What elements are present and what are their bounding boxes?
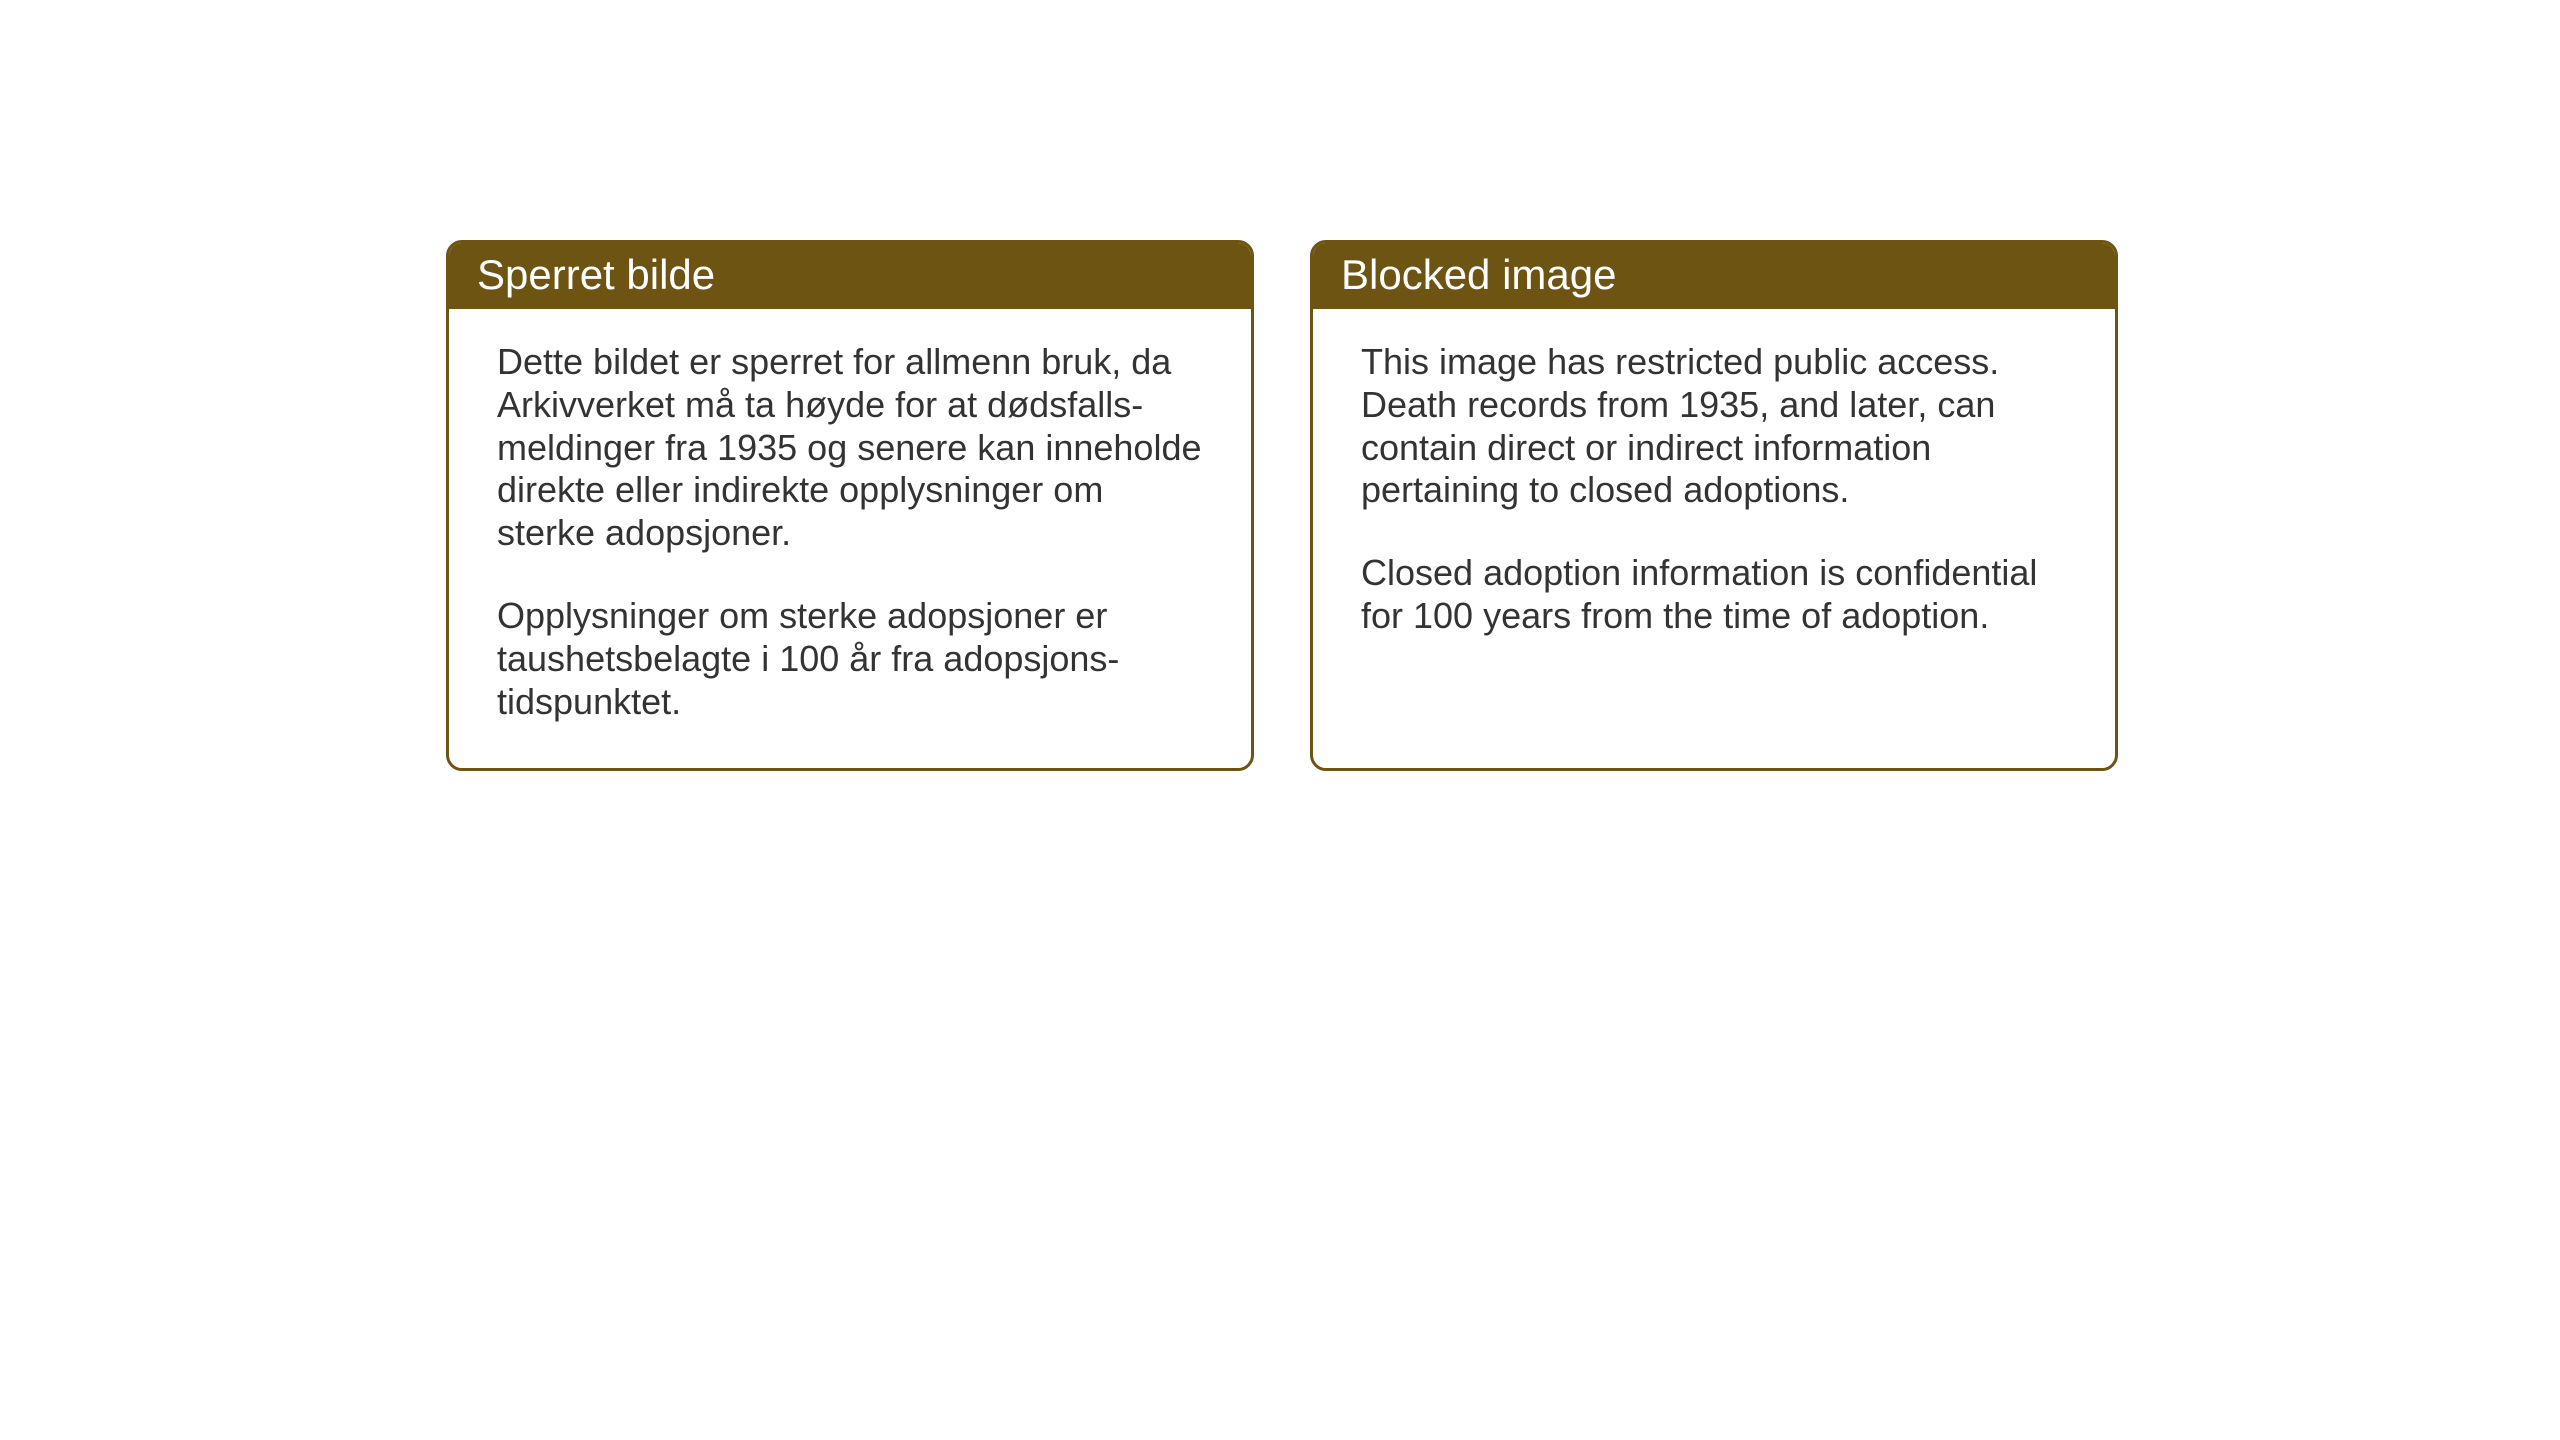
- notice-card-english: Blocked image This image has restricted …: [1310, 240, 2118, 771]
- notice-paragraph-2-norwegian: Opplysninger om sterke adopsjoner er tau…: [497, 595, 1203, 723]
- notice-title-english: Blocked image: [1313, 243, 2115, 309]
- notice-title-norwegian: Sperret bilde: [449, 243, 1251, 309]
- notice-paragraph-2-english: Closed adoption information is confident…: [1361, 552, 2067, 638]
- notice-paragraph-1-norwegian: Dette bildet er sperret for allmenn bruk…: [497, 341, 1203, 555]
- notice-card-norwegian: Sperret bilde Dette bildet er sperret fo…: [446, 240, 1254, 771]
- notice-container: Sperret bilde Dette bildet er sperret fo…: [446, 240, 2118, 771]
- notice-body-english: This image has restricted public access.…: [1313, 309, 2115, 682]
- notice-body-norwegian: Dette bildet er sperret for allmenn bruk…: [449, 309, 1251, 768]
- notice-paragraph-1-english: This image has restricted public access.…: [1361, 341, 2067, 512]
